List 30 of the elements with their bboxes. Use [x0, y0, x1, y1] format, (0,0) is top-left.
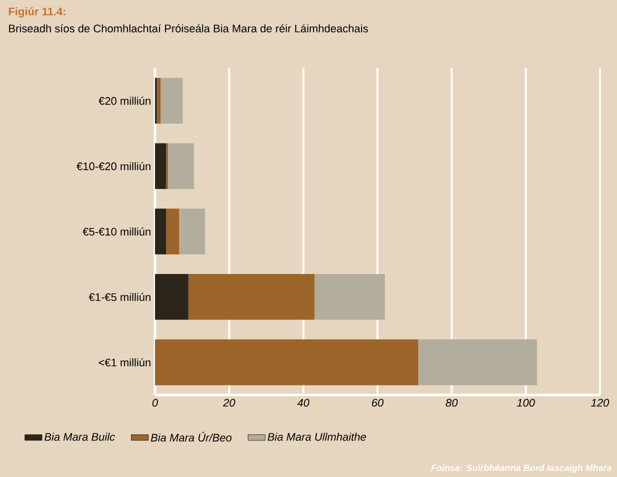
chart-subtitle: Briseadh síos de Chomhlachtaí Próiseála Bia Mara de réir Láimhdeachais	[9, 24, 368, 32]
bar	[418, 339, 537, 386]
x-tick-label: 0	[152, 398, 158, 407]
legend-label: Bia Mara Ullmhaithe	[268, 432, 366, 441]
x-tick-label: 80	[446, 398, 458, 407]
x-tick-label: 100	[516, 398, 535, 407]
text: Figiúr 11.4:	[8, 7, 66, 18]
legend-label: Bia Mara Úr/Beo	[150, 432, 232, 442]
text: Foinse: Suirbhéanna Bord Iascaigh Mhara	[431, 464, 612, 473]
bar	[160, 78, 183, 124]
bar	[168, 143, 194, 189]
x-tick-label: 120	[591, 398, 610, 407]
bar	[156, 78, 161, 124]
y-tick-label: €10-€20 milliún	[76, 162, 150, 170]
bar	[155, 339, 418, 386]
bar	[314, 274, 385, 320]
legend-label: Bia Mara Builc	[44, 432, 115, 441]
x-tick-label: 60	[372, 398, 384, 407]
bar	[155, 143, 166, 189]
bar	[155, 274, 188, 320]
bar	[155, 208, 166, 254]
y-tick-label: €1-€5 milliún	[88, 292, 150, 302]
y-tick-label: <€1 milliún	[98, 358, 150, 366]
bar	[179, 208, 206, 254]
bar	[188, 274, 314, 320]
bar	[166, 208, 180, 254]
y-tick-label: €5-€10 milliún	[82, 227, 150, 236]
x-tick-label: 20	[222, 398, 236, 407]
y-tick-label: €20 milliún	[98, 96, 150, 105]
x-tick-label: 40	[297, 398, 310, 407]
